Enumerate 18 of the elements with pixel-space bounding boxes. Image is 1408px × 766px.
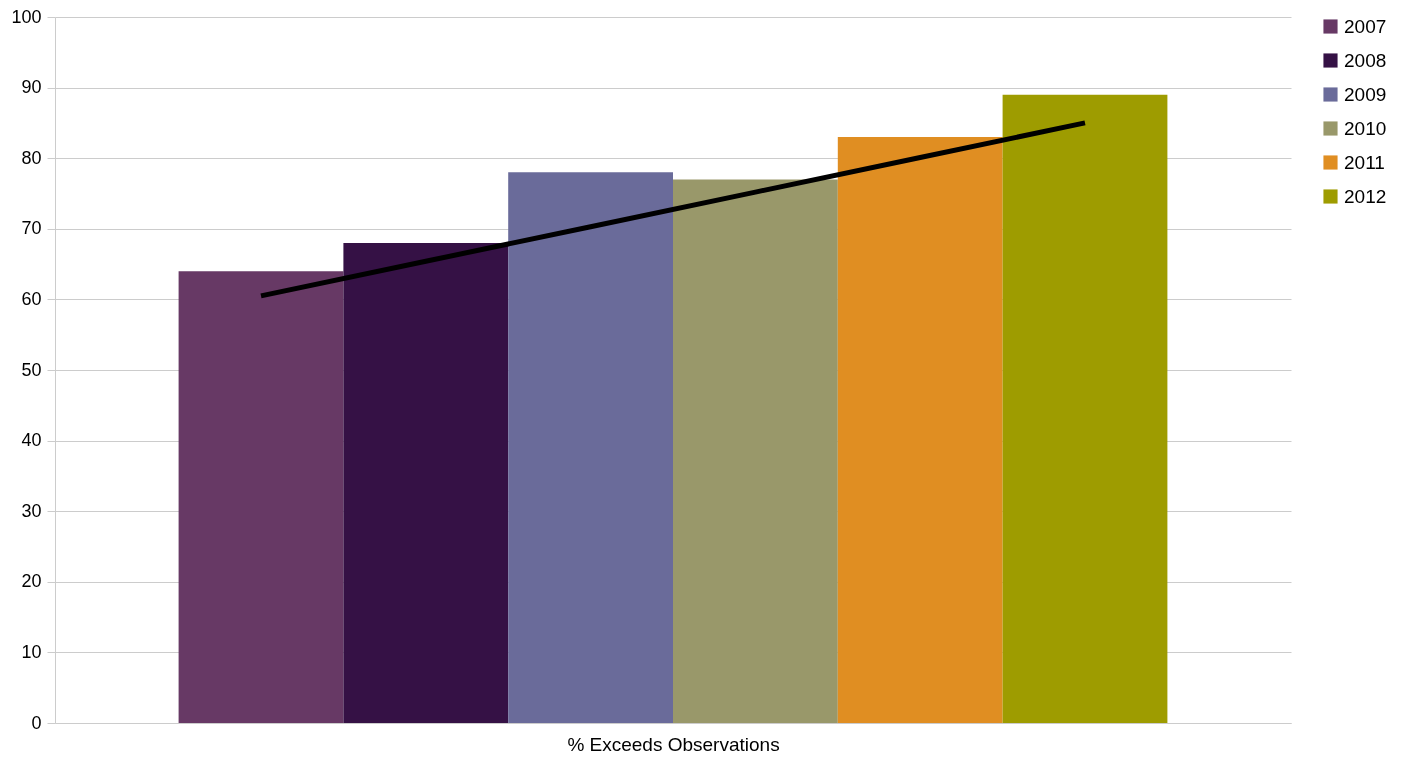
legend-label: 2010 — [1344, 117, 1387, 139]
legend-label: 2012 — [1344, 185, 1387, 207]
legend-label: 2007 — [1344, 15, 1387, 37]
x-axis-title: % Exceeds Observations — [567, 733, 780, 755]
y-tick-label: 20 — [21, 571, 42, 592]
y-tick-label: 30 — [21, 500, 42, 521]
y-tick-label: 0 — [31, 712, 42, 733]
y-tick-label: 60 — [21, 288, 42, 309]
y-tick-label: 80 — [21, 147, 42, 168]
y-tick-label: 50 — [21, 359, 42, 380]
y-tick-label: 100 — [11, 6, 42, 27]
legend-label: 2008 — [1344, 49, 1387, 71]
legend-label: 2009 — [1344, 83, 1387, 105]
y-tick-label: 10 — [21, 641, 42, 662]
y-tick-label: 90 — [21, 77, 42, 98]
y-tick-label: 70 — [21, 218, 42, 239]
y-tick-label: 40 — [21, 430, 42, 451]
legend-label: 2011 — [1344, 151, 1385, 173]
